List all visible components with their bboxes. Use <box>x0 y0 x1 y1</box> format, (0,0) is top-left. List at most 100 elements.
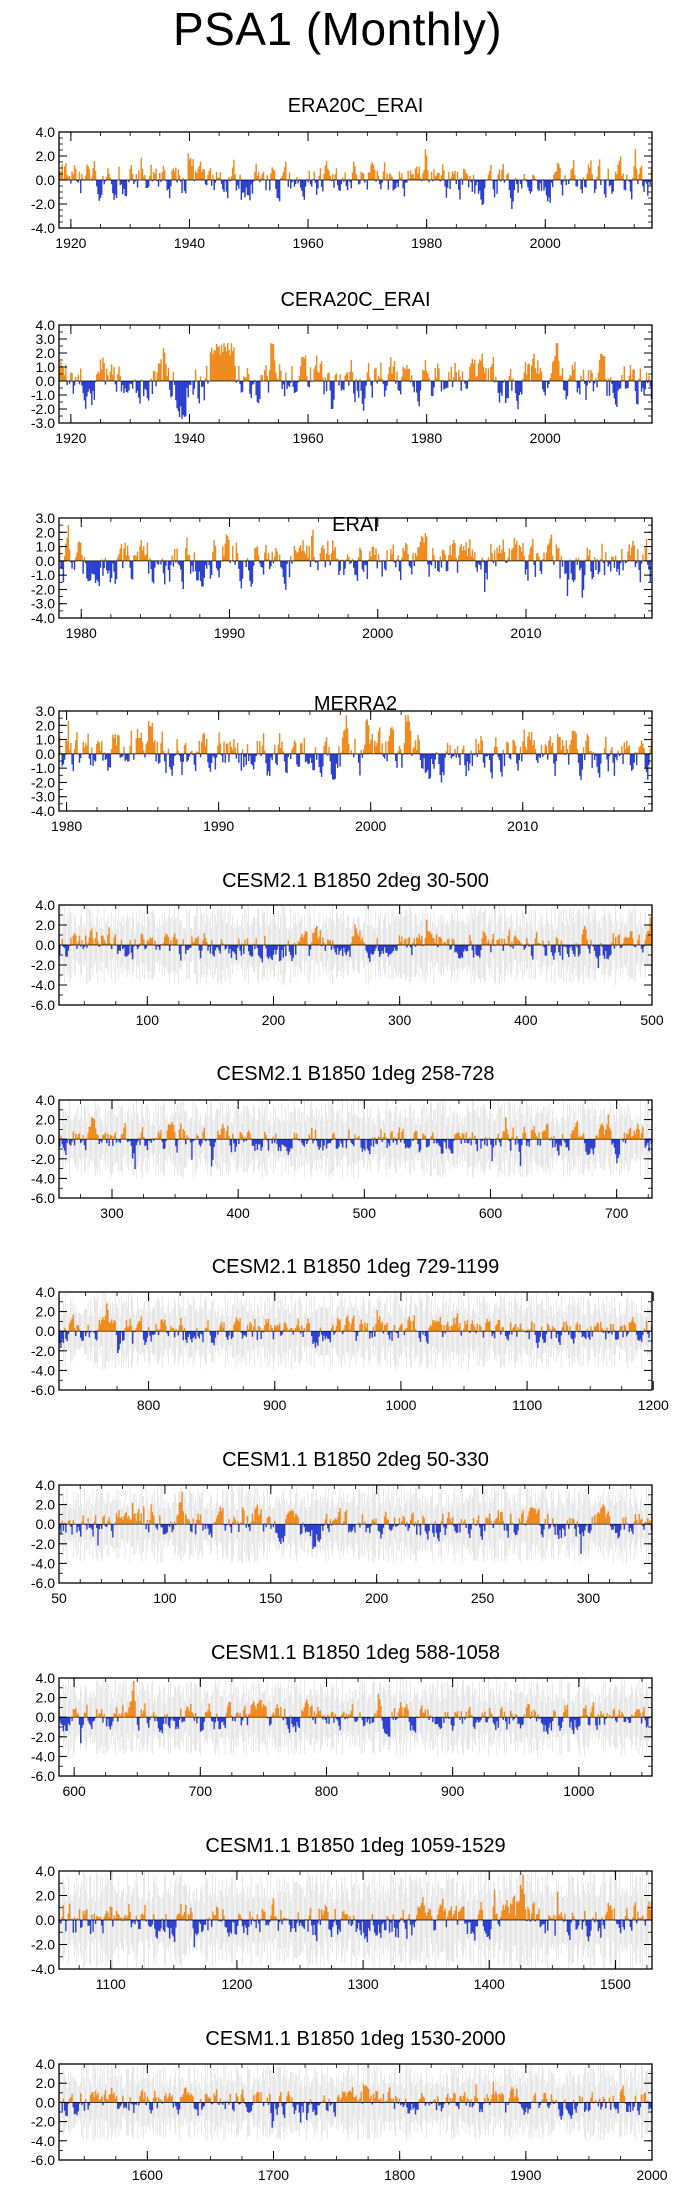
anomaly-bar <box>374 1137 376 1140</box>
anomaly-bar <box>122 1331 124 1341</box>
anomaly-bar <box>572 1130 575 1140</box>
anomaly-bar <box>398 1127 401 1140</box>
anomaly-bar <box>437 1320 439 1332</box>
anomaly-bar <box>462 1134 465 1140</box>
anomaly-bar <box>141 1331 144 1332</box>
anomaly-bar <box>390 549 392 561</box>
anomaly-bar <box>540 1326 543 1332</box>
anomaly-bar <box>644 381 647 390</box>
anomaly-bar <box>359 753 361 776</box>
anomaly-bar <box>377 554 380 561</box>
anomaly-bar <box>84 935 87 945</box>
anomaly-bar <box>250 1323 252 1332</box>
anomaly-bar <box>351 1318 354 1332</box>
anomaly-bar <box>354 738 356 754</box>
anomaly-bar <box>202 734 204 754</box>
y-tick-label: 4.0 <box>36 1284 56 1300</box>
anomaly-bar <box>348 179 350 180</box>
anomaly-bar <box>385 945 387 953</box>
anomaly-bar <box>560 1139 563 1147</box>
anomaly-bar <box>411 560 413 575</box>
anomaly-bar <box>229 1139 231 1146</box>
anomaly-bar <box>600 942 602 945</box>
anomaly-bar <box>571 1331 574 1340</box>
anomaly-bar <box>491 939 493 945</box>
anomaly-bar <box>194 171 197 180</box>
anomaly-bar <box>642 1126 644 1140</box>
anomaly-bar <box>588 167 591 180</box>
anomaly-bar <box>311 180 313 187</box>
anomaly-bar <box>635 1128 638 1140</box>
anomaly-bar <box>440 560 443 568</box>
anomaly-bar <box>152 1331 155 1335</box>
anomaly-bar <box>348 1321 350 1332</box>
anomaly-bar <box>354 166 356 180</box>
anomaly-bar <box>427 931 429 945</box>
anomaly-bar <box>374 169 376 180</box>
anomaly-bar <box>345 715 348 754</box>
anomaly-bar <box>485 935 487 945</box>
panel-title: CESM2.1 B1850 2deg 30-500 <box>222 870 489 892</box>
anomaly-bar <box>518 545 521 561</box>
anomaly-bar <box>306 178 308 180</box>
anomaly-bar <box>276 753 278 766</box>
anomaly-bar <box>144 753 146 758</box>
anomaly-bar <box>498 169 501 180</box>
anomaly-bar <box>563 1322 565 1332</box>
anomaly-bar <box>424 1331 427 1337</box>
anomaly-bar <box>514 1323 517 1332</box>
anomaly-bar <box>565 560 567 574</box>
anomaly-bar <box>209 945 212 954</box>
anomaly-bar <box>219 354 222 381</box>
anomaly-bar <box>325 381 328 392</box>
anomaly-bar <box>120 1134 123 1140</box>
anomaly-bar <box>196 938 198 945</box>
anomaly-bar <box>593 180 596 193</box>
anomaly-bar <box>98 945 100 947</box>
anomaly-bar <box>238 1139 240 1145</box>
anomaly-bar <box>145 1331 147 1343</box>
anomaly-bar <box>94 1515 97 1525</box>
anomaly-bar <box>435 1139 438 1144</box>
anomaly-bar <box>592 1139 595 1155</box>
anomaly-bar <box>186 381 188 388</box>
anomaly-bar <box>413 560 415 567</box>
anomaly-bar <box>475 376 477 381</box>
anomaly-bar <box>257 1139 260 1145</box>
anomaly-bar <box>544 744 546 754</box>
anomaly-bar <box>634 1324 637 1332</box>
anomaly-bar <box>639 1137 642 1140</box>
anomaly-bar <box>382 945 385 954</box>
anomaly-bar <box>88 381 91 390</box>
anomaly-bar <box>296 177 298 180</box>
anomaly-bar <box>112 1323 114 1332</box>
anomaly-bar <box>136 945 139 950</box>
anomaly-bar <box>493 381 496 383</box>
anomaly-bar <box>472 363 475 381</box>
anomaly-bar <box>480 1139 482 1149</box>
anomaly-bar <box>131 560 134 580</box>
anomaly-bar <box>269 753 271 777</box>
anomaly-bar <box>328 372 330 381</box>
anomaly-bar <box>248 560 250 571</box>
anomaly-bar <box>251 560 254 584</box>
anomaly-bar <box>67 945 70 951</box>
anomaly-bar <box>627 938 629 945</box>
anomaly-bar <box>364 744 366 754</box>
anomaly-bar <box>66 945 68 957</box>
anomaly-bar <box>533 1126 535 1140</box>
anomaly-bar <box>168 1124 171 1140</box>
anomaly-bar <box>219 172 222 180</box>
anomaly-bar <box>390 1132 392 1140</box>
anomaly-bar <box>575 942 577 945</box>
anomaly-bar <box>617 750 619 754</box>
x-tick-label: 1960 <box>292 235 323 251</box>
anomaly-bar <box>469 366 471 381</box>
anomaly-bar <box>605 1331 607 1340</box>
anomaly-bar <box>254 548 256 561</box>
y-tick-label: -2.0 <box>31 581 55 597</box>
anomaly-bar <box>287 1139 289 1155</box>
anomaly-bar <box>308 545 310 561</box>
anomaly-bar <box>545 552 548 561</box>
anomaly-bar <box>388 735 391 754</box>
